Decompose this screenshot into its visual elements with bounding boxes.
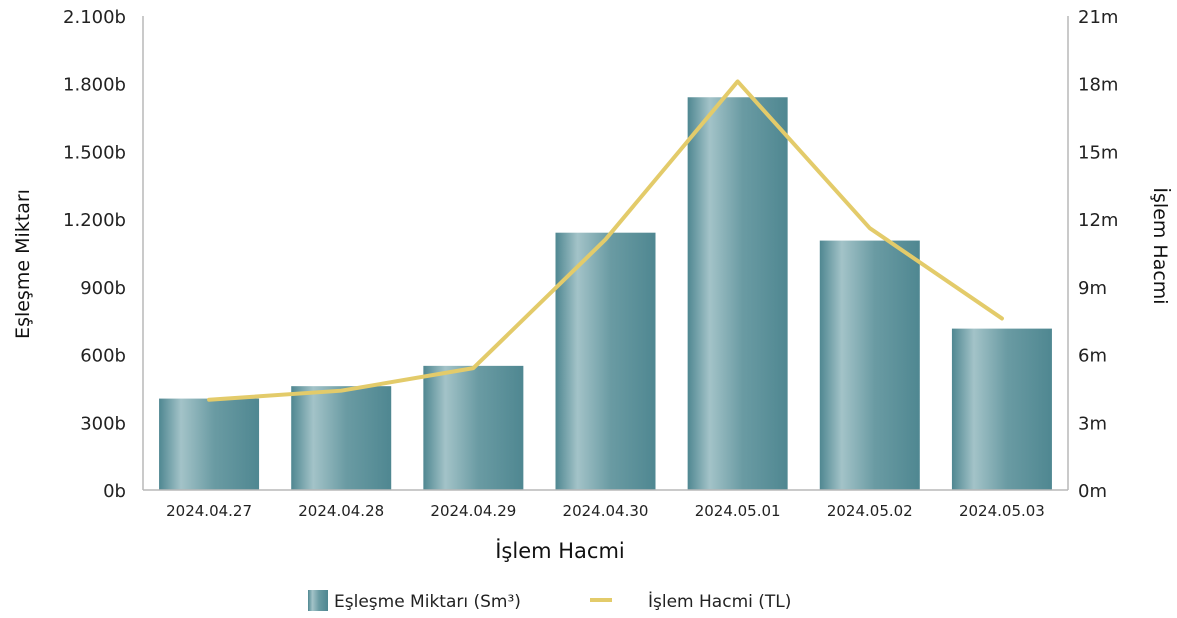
- left-tick-label: 0b: [103, 481, 126, 502]
- right-tick-label: 9m: [1078, 278, 1107, 299]
- right-tick-label: 3m: [1078, 413, 1107, 434]
- left-tick-label: 300b: [80, 413, 126, 434]
- right-tick-label: 0m: [1078, 481, 1107, 502]
- right-tick-label: 21m: [1078, 7, 1118, 28]
- right-tick-label: 18m: [1078, 75, 1118, 96]
- bar-2024.04.29: [423, 365, 524, 490]
- left-tick-label: 2.100b: [63, 7, 126, 28]
- left-tick-label: 1.500b: [63, 142, 126, 163]
- x-tick-label: 2024.04.28: [298, 502, 384, 520]
- bar-2024.05.03: [951, 328, 1052, 490]
- left-tick-label: 900b: [80, 278, 126, 299]
- bars-layer: [159, 97, 1052, 490]
- axes-layer: [142, 16, 1069, 491]
- x-tick-label: 2024.04.30: [563, 502, 649, 520]
- right-tick-label: 15m: [1078, 142, 1118, 163]
- x-axis-title: İşlem Hacmi: [495, 538, 625, 563]
- x-tick-label: 2024.05.03: [959, 502, 1045, 520]
- left-tick-label: 1.800b: [63, 75, 126, 96]
- x-tick-label: 2024.05.01: [695, 502, 781, 520]
- ticks-layer: 0b 300b 600b 900b 1.200b 1.500b 1.800b 2.100b 0m…: [63, 7, 1118, 520]
- bar-2024.04.28: [291, 386, 392, 490]
- legend-label-bar: Eşleşme Miktarı (Sm³): [334, 592, 521, 612]
- x-tick-label: 2024.04.29: [430, 502, 516, 520]
- legend-swatch-bar: [308, 590, 328, 611]
- legend: Eşleşme Miktarı (Sm³) İşlem Hacmi (TL): [308, 590, 791, 612]
- bar-2024.04.27: [159, 398, 260, 490]
- left-tick-label: 600b: [80, 346, 126, 367]
- legend-label-line: İşlem Hacmi (TL): [648, 591, 791, 612]
- right-tick-label: 12m: [1078, 210, 1118, 231]
- bar-2024.04.30: [555, 232, 656, 490]
- line-layer: [207, 79, 1004, 402]
- right-tick-label: 6m: [1078, 346, 1107, 367]
- left-axis-title: Eşleşme Miktarı: [12, 189, 34, 339]
- left-tick-label: 1.200b: [63, 210, 126, 231]
- bar-2024.05.01: [687, 97, 788, 490]
- x-tick-label: 2024.04.27: [166, 502, 252, 520]
- bar-2024.05.02: [819, 240, 920, 490]
- right-axis-title: İşlem Hacmi: [1149, 187, 1172, 304]
- x-tick-label: 2024.05.02: [827, 502, 913, 520]
